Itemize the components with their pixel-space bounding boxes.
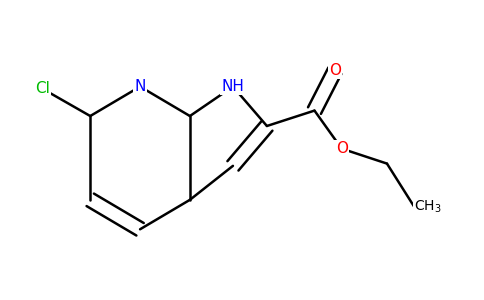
Text: O: O <box>336 141 348 156</box>
Text: NH: NH <box>222 79 244 94</box>
Text: Cl: Cl <box>35 81 50 96</box>
Text: O: O <box>329 63 341 78</box>
Text: CH$_3$: CH$_3$ <box>414 198 442 215</box>
Text: N: N <box>135 79 146 94</box>
